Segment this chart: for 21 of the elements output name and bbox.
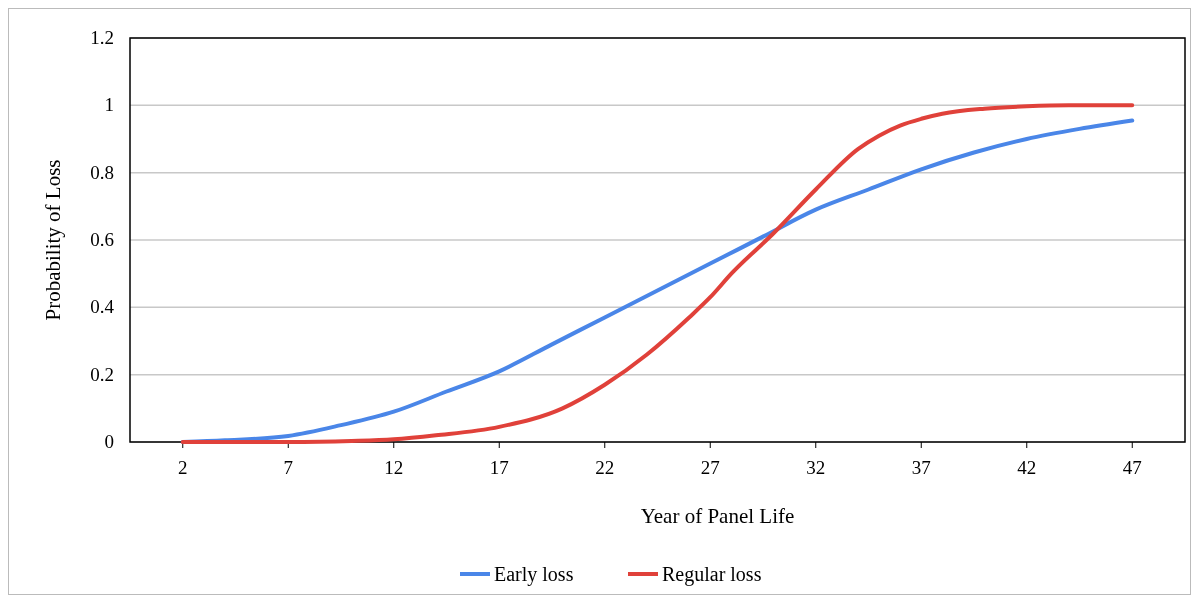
x-tick-label: 17 — [489, 457, 509, 478]
x-tick-label: 7 — [283, 457, 293, 478]
y-tick-label: 1 — [104, 94, 114, 116]
y-axis-title: Probability of Loss — [41, 159, 65, 321]
y-tick-label: 1.2 — [90, 27, 114, 48]
x-tick-label: 12 — [384, 457, 404, 478]
x-tick-label: 47 — [1122, 457, 1142, 478]
y-tick-label: 0.6 — [90, 229, 114, 250]
x-tick-label: 32 — [806, 457, 826, 478]
x-axis-title: Year of Panel Life — [640, 504, 795, 528]
x-tick-label: 37 — [911, 457, 931, 478]
x-tick-label: 22 — [595, 457, 615, 478]
x-tick-label: 2 — [178, 457, 188, 478]
y-tick-label: 0.2 — [90, 363, 114, 385]
y-tick-label: 0.4 — [90, 296, 115, 318]
y-tick-label: 0 — [104, 431, 114, 452]
x-tick-label: 42 — [1017, 457, 1037, 478]
y-tick-label: 0.8 — [90, 161, 114, 183]
x-tick-label: 27 — [700, 457, 720, 478]
legend-label: Early loss — [494, 563, 574, 586]
legend-label: Regular loss — [662, 563, 762, 586]
